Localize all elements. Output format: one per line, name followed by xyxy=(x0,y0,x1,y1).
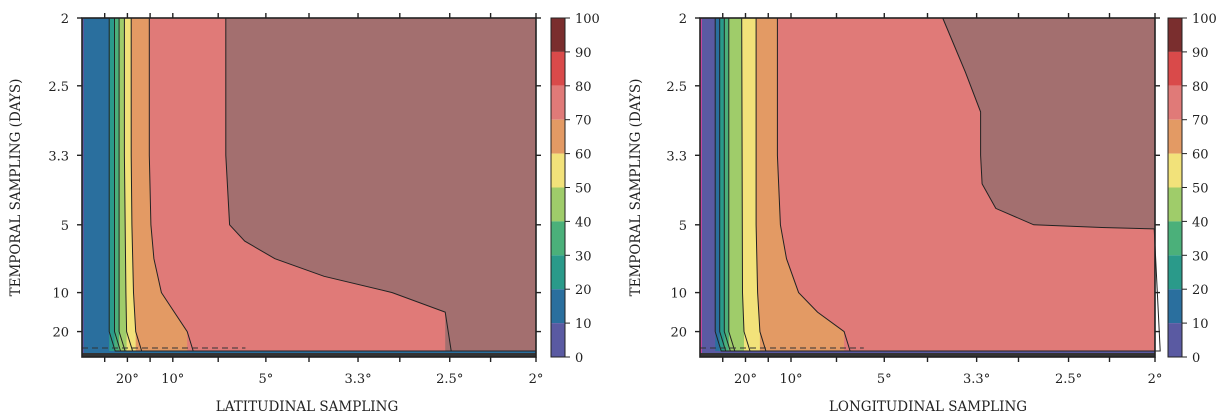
colorbar-segment xyxy=(1168,18,1182,52)
colorbar-segment xyxy=(1168,221,1182,256)
min-sampling-strip xyxy=(82,353,536,357)
contour-band-70 xyxy=(82,18,536,357)
y-tick-label: 2.5 xyxy=(666,80,687,95)
x-tick-label: 5° xyxy=(258,372,273,387)
x-tick-label: 2.5° xyxy=(1055,372,1082,387)
y-tick-label: 3.3 xyxy=(48,149,69,164)
colorbar-tick-label: 30 xyxy=(1192,249,1209,264)
colorbar-tick-label: 50 xyxy=(1192,182,1209,197)
x-tick-label: 3.3° xyxy=(344,372,371,387)
y-tick-label: 10 xyxy=(52,287,69,302)
y-tick-label: 20 xyxy=(670,326,687,341)
colorbar-segment xyxy=(1168,51,1182,86)
y-tick-label: 3.3 xyxy=(666,149,687,164)
contour-line-90 xyxy=(942,17,1161,352)
contour-band-90 xyxy=(82,18,536,357)
colorbar-tick-label: 80 xyxy=(575,80,592,95)
min-sampling-strip xyxy=(700,353,1155,357)
colorbar-segment xyxy=(551,153,565,188)
colorbar-segment xyxy=(551,119,565,154)
left-edge-band xyxy=(700,18,702,357)
contour-line-80 xyxy=(148,18,536,352)
colorbar-tick-label: 40 xyxy=(575,215,592,230)
colorbar-tick-label: 20 xyxy=(575,283,592,298)
x-tick-label: 20° xyxy=(734,372,757,387)
colorbar-tick-label: 50 xyxy=(575,182,592,197)
y-axis-label: TEMPORAL SAMPLING (DAYS) xyxy=(8,79,24,297)
colorbar-tick-label: 60 xyxy=(1192,148,1209,163)
contour-line-30 xyxy=(108,18,536,352)
colorbar-tick-label: 70 xyxy=(1192,114,1209,129)
colorbar-tick-label: 60 xyxy=(575,148,592,163)
colorbar-tick-label: 30 xyxy=(575,249,592,264)
colorbar-tick-label: 40 xyxy=(1192,215,1209,230)
colorbar-tick-label: 10 xyxy=(575,317,592,332)
colorbar-tick-label: 0 xyxy=(1192,351,1200,366)
contour-line-80 xyxy=(776,18,1155,352)
colorbar-segment xyxy=(551,85,565,120)
colorbar-tick-label: 80 xyxy=(1192,80,1209,95)
colorbar-tick-label: 90 xyxy=(575,46,592,61)
colorbar-tick-label: 100 xyxy=(1192,12,1217,27)
x-tick-label: 20° xyxy=(116,372,139,387)
left-edge-band xyxy=(82,18,84,357)
colorbar-segment xyxy=(551,255,565,290)
y-tick-label: 10 xyxy=(670,287,687,302)
contour-band-70 xyxy=(700,18,1155,357)
x-tick-label: 10° xyxy=(161,372,184,387)
colorbar-segment xyxy=(551,221,565,256)
colorbar-tick-label: 20 xyxy=(1192,283,1209,298)
contour-band-90 xyxy=(700,18,1155,357)
colorbar-segment xyxy=(1168,289,1182,324)
colorbar-segment xyxy=(1168,255,1182,290)
colorbar-segment xyxy=(551,289,565,324)
x-tick-label: 10° xyxy=(779,372,802,387)
x-tick-label: 2° xyxy=(1148,372,1163,387)
x-tick-label: 5° xyxy=(877,372,892,387)
x-tick-label: 2.5° xyxy=(436,372,463,387)
y-tick-label: 20 xyxy=(52,326,69,341)
x-axis-label: LATITUDINAL SAMPLING xyxy=(216,399,398,415)
chart-1: 20° 10° 5° 3.3° 2.5° 2° 2 2.5 3.3 5 10 20 LATITUDINA… xyxy=(8,12,600,415)
colorbar-tick-label: 100 xyxy=(575,12,600,27)
colorbar-tick-label: 0 xyxy=(575,351,583,366)
contour-line-90 xyxy=(225,18,536,352)
contour-line-20 xyxy=(714,18,1155,352)
colorbar-tick-label: 10 xyxy=(1192,317,1209,332)
colorbar-segment xyxy=(551,323,565,357)
colorbar-tick-label: 70 xyxy=(575,114,592,129)
colorbar-segment xyxy=(1168,153,1182,188)
colorbar-segment xyxy=(1168,85,1182,120)
colorbar-tick-label: 90 xyxy=(1192,46,1209,61)
x-axis-label: LONGITUDINAL SAMPLING xyxy=(829,399,1027,415)
colorbar-segment xyxy=(551,51,565,86)
x-tick-label: 2° xyxy=(529,372,544,387)
colorbar-segment xyxy=(1168,187,1182,222)
x-tick-label: 3.3° xyxy=(963,372,990,387)
colorbar-segment xyxy=(551,187,565,222)
y-tick-label: 2 xyxy=(61,12,69,27)
y-tick-label: 5 xyxy=(679,219,687,234)
chart-2: 20° 10° 5° 3.3° 2.5° 2° 2 2.5 3.3 5 10 20 LONGITUDIN… xyxy=(628,12,1217,415)
y-tick-label: 2 xyxy=(679,12,687,27)
y-tick-label: 2.5 xyxy=(48,80,69,95)
y-tick-label: 5 xyxy=(61,219,69,234)
colorbar-segment xyxy=(551,18,565,52)
y-axis-label: TEMPORAL SAMPLING (DAYS) xyxy=(628,79,644,297)
colorbar-segment xyxy=(1168,119,1182,154)
colorbar-segment xyxy=(1168,323,1182,357)
